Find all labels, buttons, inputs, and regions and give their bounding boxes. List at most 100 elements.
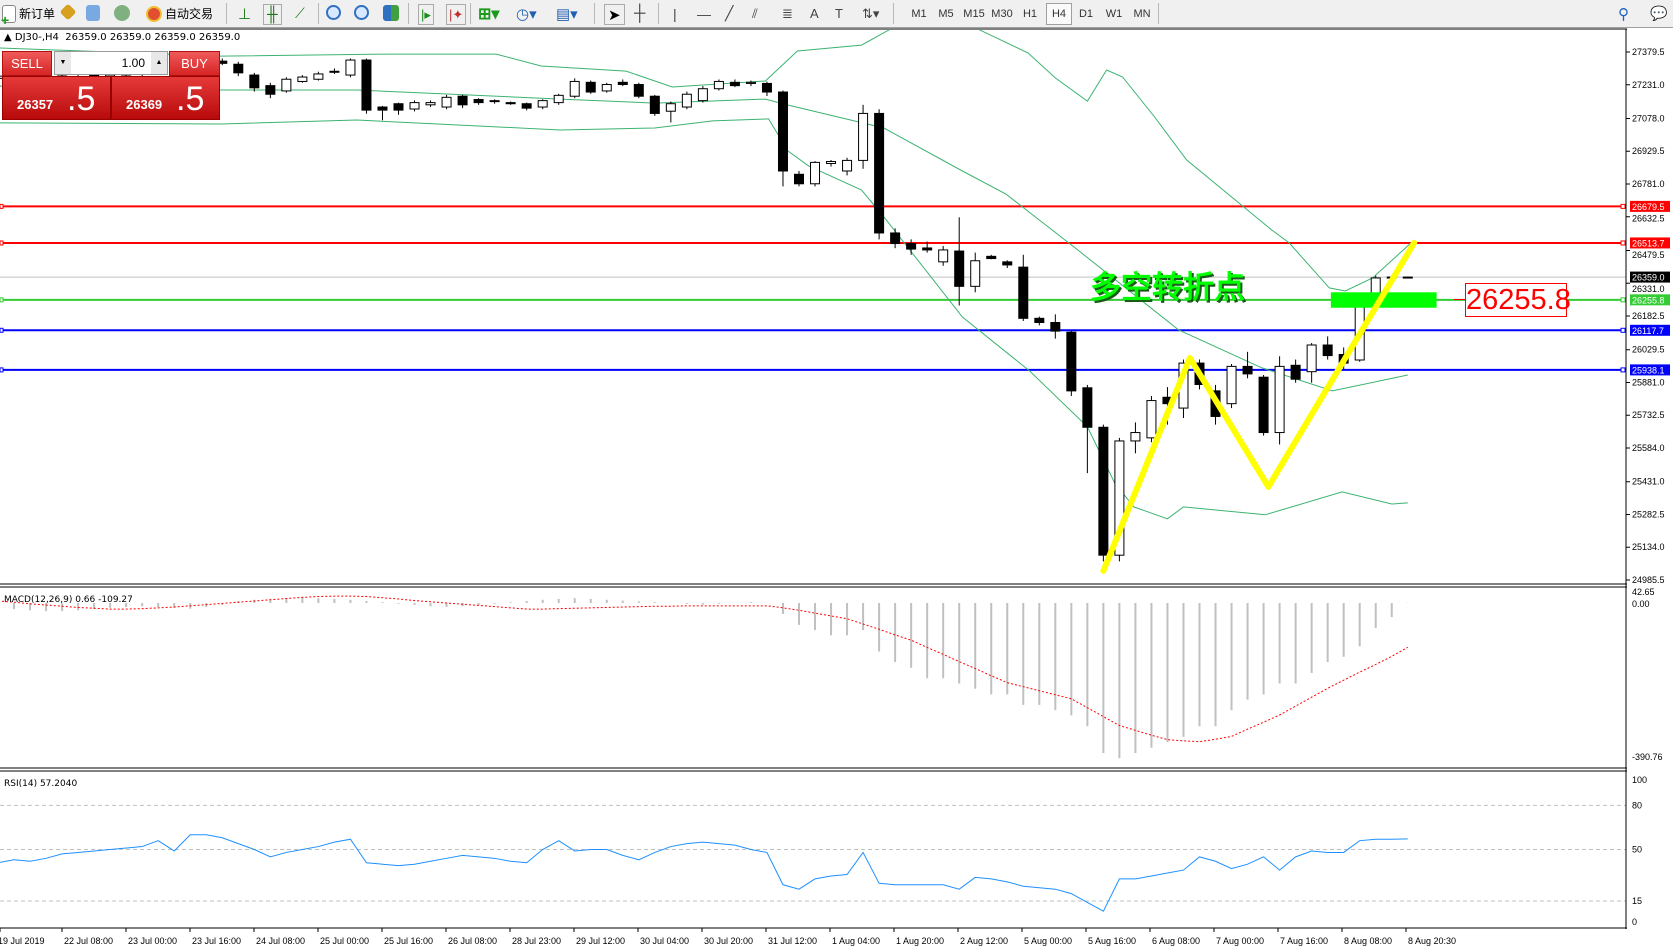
candle-body	[1082, 387, 1093, 428]
line-anchor-right[interactable]	[1620, 203, 1626, 209]
sell-price-button[interactable]: 26357 .5	[2, 76, 111, 120]
line-anchor-left[interactable]	[0, 240, 4, 246]
signals-icon[interactable]	[114, 5, 130, 21]
candle-body	[617, 81, 628, 86]
timeframe-m15[interactable]: M15	[963, 8, 985, 20]
lot-increase-button[interactable]: ▲	[151, 52, 167, 74]
vertical-line-icon[interactable]: |	[673, 5, 677, 22]
rsi-axis-label: 15	[1632, 896, 1642, 906]
candle-body	[329, 70, 340, 73]
timeframe-d1[interactable]: D1	[1078, 8, 1094, 20]
line-anchor-right[interactable]	[1620, 367, 1626, 373]
history-icon[interactable]	[86, 5, 100, 21]
highlight-zone[interactable]	[1330, 292, 1437, 308]
chart-title: ▲ DJ30-,H4 26359.0 26359.0 26359.0 26359…	[4, 32, 241, 43]
line-anchor-right[interactable]	[1620, 327, 1626, 333]
candle-body	[1226, 365, 1237, 405]
chat-icon[interactable]: 💬	[1650, 5, 1668, 21]
candle-body	[1306, 344, 1317, 373]
zigzag-trendline[interactable]	[1100, 239, 1418, 574]
market-watch-icon[interactable]	[59, 3, 77, 21]
macd-axis-label: 42.65	[1632, 587, 1655, 597]
candle-body	[345, 59, 356, 76]
hline-price-label-bg	[1630, 294, 1670, 306]
toolbar-separator	[1158, 3, 1159, 24]
candlestick-icon[interactable]: ╫	[263, 4, 282, 25]
price-tick-label: 25134.0	[1632, 542, 1665, 552]
arrows-icon[interactable]: ⇅▾	[862, 5, 880, 21]
zoom-in-icon[interactable]	[326, 5, 341, 20]
time-tick-label: 2 Aug 12:00	[960, 936, 1008, 946]
lot-size-input[interactable]	[73, 52, 149, 74]
indicators-icon[interactable]: ⊞▾	[478, 5, 500, 23]
macd-pane	[0, 595, 1409, 759]
bar-chart-icon[interactable]: ⊥	[238, 5, 252, 23]
timeframe-m1[interactable]: M1	[911, 8, 927, 20]
hline-price-label-bg	[1630, 237, 1670, 249]
line-anchor-right[interactable]	[1620, 297, 1626, 303]
toolbar-separator	[658, 3, 659, 24]
horizontal-line-icon[interactable]: —	[697, 5, 711, 22]
text-label-icon[interactable]: T	[835, 6, 843, 21]
timeframe-m5[interactable]: M5	[938, 8, 954, 20]
macd-axis-label: 0.00	[1632, 599, 1650, 609]
zoom-out-icon[interactable]	[354, 5, 369, 20]
periods-icon[interactable]: ◷▾	[516, 5, 537, 23]
candle-body	[906, 243, 917, 250]
price-tick-label: 26479.5	[1632, 250, 1665, 260]
candle-body	[1242, 365, 1253, 375]
lot-decrease-button[interactable]: ▼	[55, 52, 71, 74]
toolbar-separator	[470, 3, 471, 24]
time-tick-label: 30 Jul 04:00	[640, 936, 689, 946]
auto-trading-button[interactable]: 自动交易	[146, 4, 213, 23]
auto-scroll-icon[interactable]: |▸	[418, 4, 434, 25]
cursor-icon[interactable]: ➤	[604, 4, 625, 25]
sell-button[interactable]: SELL	[2, 51, 52, 76]
trendline-icon[interactable]: ╱	[725, 5, 734, 21]
tile-windows-icon[interactable]	[383, 5, 399, 21]
templates-icon[interactable]: ▤▾	[556, 5, 578, 23]
price-tick-label: 25584.0	[1632, 443, 1665, 453]
buy-button[interactable]: BUY	[169, 51, 220, 76]
time-tick-label: 5 Aug 16:00	[1088, 936, 1136, 946]
candle-body	[1018, 266, 1029, 319]
line-anchor-left[interactable]	[0, 327, 4, 333]
rsi-pane	[0, 804, 1626, 912]
crosshair-icon[interactable]: ┼	[634, 4, 646, 22]
line-anchor-right[interactable]	[1620, 240, 1626, 246]
price-tick-label: 27231.0	[1632, 80, 1665, 90]
timeframe-h1[interactable]: H1	[1022, 8, 1038, 20]
macd-signal-line	[0, 595, 1409, 743]
price-tick-label: 24985.5	[1632, 575, 1665, 585]
time-tick-label: 22 Jul 08:00	[64, 936, 113, 946]
line-chart-icon[interactable]: ⟋	[295, 5, 305, 21]
timeframe-m30[interactable]: M30	[991, 8, 1013, 20]
equidistant-channel-icon[interactable]: ⫽	[752, 5, 758, 21]
candle-body	[1114, 440, 1125, 556]
new-order-button[interactable]: + 新订单	[1, 4, 55, 27]
candle-body	[729, 81, 740, 87]
timeframe-w1[interactable]: W1	[1105, 8, 1123, 20]
line-anchor-left[interactable]	[0, 367, 4, 373]
price-label-annotation[interactable]: 26255.8	[1465, 283, 1571, 317]
text-icon[interactable]: A	[810, 6, 819, 21]
chart-shift-icon[interactable]: |✦	[446, 4, 467, 25]
candle-body	[377, 106, 388, 111]
line-anchor-left[interactable]	[0, 203, 4, 209]
fibonacci-icon[interactable]: ≣	[782, 5, 793, 21]
time-tick-label: 7 Aug 00:00	[1216, 936, 1264, 946]
time-tick-label: 8 Aug 20:30	[1408, 936, 1456, 946]
timeframe-mn[interactable]: MN	[1133, 8, 1151, 20]
toolbar-separator	[226, 3, 227, 24]
line-anchor-left[interactable]	[0, 297, 4, 303]
timeframe-h4[interactable]: H4	[1046, 3, 1072, 25]
rsi-axis-label: 80	[1632, 800, 1642, 810]
annotation-text[interactable]: 多空转折点	[1090, 270, 1245, 305]
buy-price-button[interactable]: 26369 .5	[111, 76, 220, 120]
bollinger-upper-band	[0, 30, 1415, 292]
search-icon[interactable]: ⚲	[1618, 5, 1629, 23]
current-price-label: 26359.0	[1632, 273, 1665, 283]
time-tick-label: 23 Jul 00:00	[128, 936, 177, 946]
candle-body	[1402, 276, 1413, 279]
